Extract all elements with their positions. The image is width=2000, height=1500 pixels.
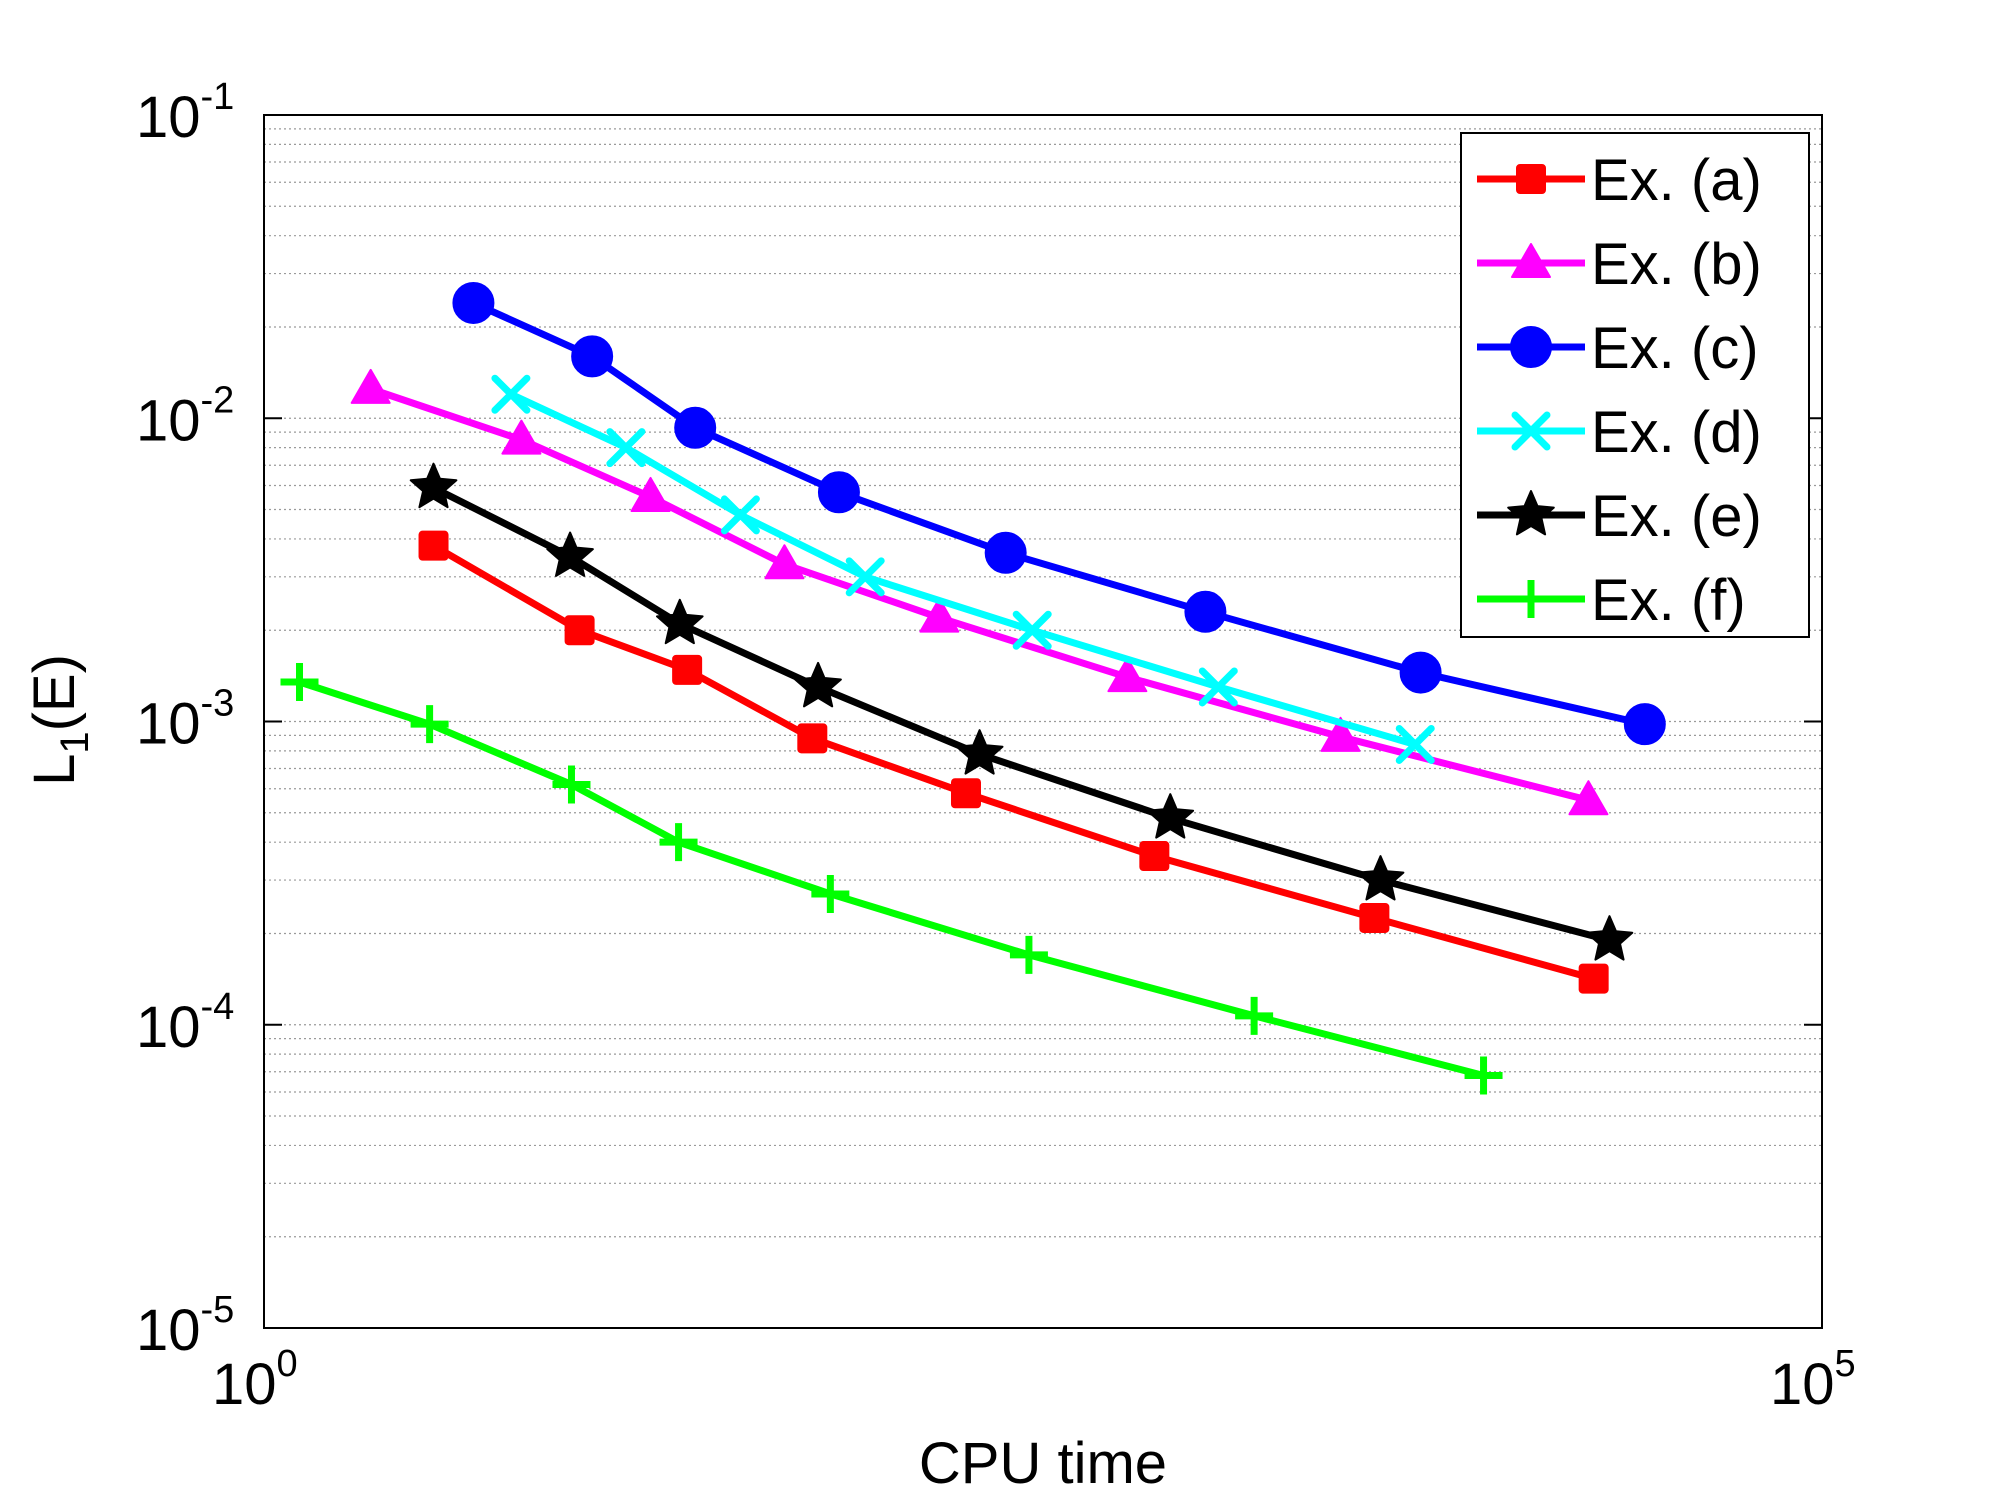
data-point [1009, 935, 1048, 974]
legend-entry: Ex. (b) [1477, 232, 1762, 297]
data-point [410, 705, 449, 744]
legend-entry: Ex. (d) [1477, 400, 1762, 465]
data-point [1464, 1056, 1503, 1095]
data-point [452, 281, 495, 324]
legend-marker [1516, 164, 1546, 194]
data-point [1184, 590, 1227, 633]
data-point [1356, 855, 1405, 901]
x-tick-label: 100 [212, 1343, 298, 1417]
data-point [606, 428, 646, 468]
data-point [764, 544, 805, 580]
legend: Ex. (a) Ex. (b) Ex. (c) Ex. (d) Ex. (e) Ex. (… [1460, 132, 1810, 638]
y-tick-label: 10-1 [136, 76, 234, 150]
data-point [552, 765, 591, 804]
data-point [418, 530, 449, 561]
data-point [1139, 841, 1170, 872]
legend-label: Ex. (e) [1591, 484, 1762, 549]
legend-entry: Ex. (c) [1477, 316, 1759, 381]
legend-entry: Ex. (f) [1477, 568, 1746, 633]
legend-entry: Ex. (a) [1477, 148, 1762, 213]
series-line [431, 484, 1611, 944]
y-axis-label-rest: (E) [22, 654, 87, 731]
legend-label: Ex. (a) [1591, 148, 1762, 213]
legend-marker [1512, 580, 1550, 618]
y-axis-label-main: L [22, 754, 87, 786]
series-line [298, 678, 1485, 1079]
legend-label: Ex. (b) [1591, 232, 1762, 297]
legend-box [1460, 132, 1810, 638]
data-point [280, 662, 319, 701]
data-point [1359, 902, 1390, 933]
data-point [1585, 915, 1634, 961]
data-point [1235, 996, 1274, 1035]
y-tick-label: 10-5 [136, 1289, 234, 1363]
data-point [1012, 610, 1052, 650]
legend-label: Ex. (f) [1591, 568, 1746, 633]
data-point [1578, 963, 1609, 994]
series-3 [452, 281, 1666, 746]
data-point [409, 462, 458, 509]
data-point [1320, 716, 1361, 752]
series-line [369, 385, 1590, 804]
data-point [845, 557, 885, 597]
legend-entry: Ex. (e) [1477, 484, 1762, 549]
data-point [491, 374, 531, 414]
legend-marker [1510, 326, 1552, 368]
data-point [674, 406, 717, 449]
series-4 [491, 374, 1435, 764]
data-point [1198, 667, 1238, 707]
series-line [431, 542, 1595, 982]
data-point [794, 661, 842, 708]
data-point [659, 823, 698, 862]
y-tick-label: 10-4 [136, 986, 234, 1060]
data-point [811, 874, 850, 913]
y-axis-label: L1(E) [22, 654, 97, 786]
data-point [919, 597, 960, 633]
data-point [656, 598, 704, 645]
x-axis-label: CPU time [919, 1431, 1167, 1496]
legend-label: Ex. (d) [1591, 400, 1762, 465]
data-point [564, 615, 595, 646]
data-point [672, 654, 703, 685]
data-point [630, 476, 671, 512]
data-point [1568, 780, 1609, 816]
data-point [571, 335, 614, 378]
data-point [817, 471, 860, 514]
data-point [350, 368, 391, 404]
data-point [1399, 651, 1442, 694]
data-point [950, 778, 981, 809]
y-tick-label: 10-2 [136, 379, 234, 453]
series-2 [350, 368, 1609, 816]
legend-marker [1511, 411, 1551, 451]
data-point [1395, 724, 1435, 764]
series-5 [409, 462, 1634, 961]
legend-label: Ex. (c) [1591, 316, 1759, 381]
legend-marker [1511, 243, 1551, 278]
data-point [501, 419, 542, 455]
data-point [955, 729, 1004, 775]
data-point [720, 495, 760, 535]
data-point [1146, 793, 1195, 839]
data-point [1107, 657, 1148, 693]
x-tick-label: 105 [1770, 1343, 1856, 1417]
data-point [1623, 703, 1666, 746]
data-point [797, 723, 828, 754]
data-point [984, 531, 1027, 574]
y-tick-label: 10-3 [136, 683, 234, 757]
series-layer [280, 281, 1666, 1095]
series-1 [418, 530, 1609, 994]
series-6 [280, 662, 1503, 1095]
y-axis-label-subscript: 1 [53, 731, 97, 753]
data-point [546, 531, 594, 577]
legend-marker [1507, 490, 1555, 536]
